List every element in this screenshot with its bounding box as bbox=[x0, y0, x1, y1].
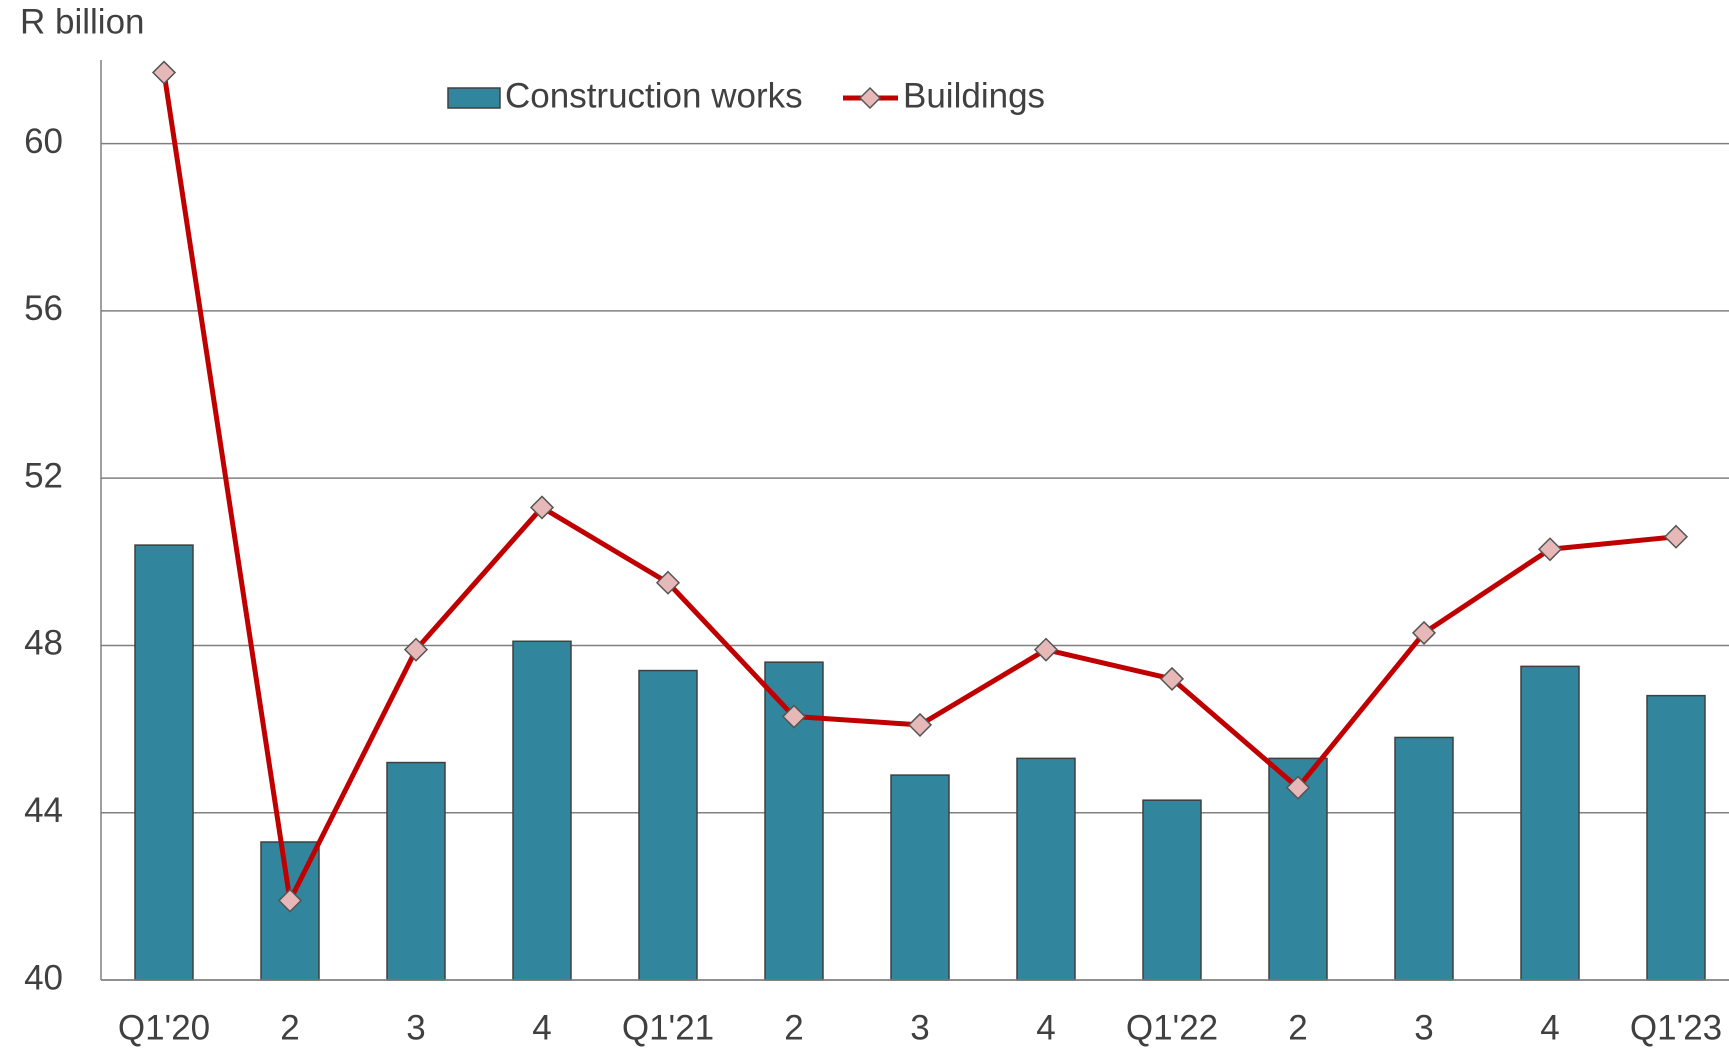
x-tick-label: 2 bbox=[1288, 1008, 1307, 1047]
legend-label: Construction works bbox=[505, 76, 803, 115]
bar bbox=[890, 774, 950, 981]
y-tick-label: 48 bbox=[24, 624, 63, 663]
x-tick-label: 2 bbox=[280, 1008, 299, 1047]
marker bbox=[277, 888, 303, 913]
x-tick-label: Q1'21 bbox=[622, 1008, 714, 1047]
bar bbox=[1646, 694, 1706, 981]
marker bbox=[529, 495, 555, 520]
marker bbox=[1411, 620, 1437, 645]
bar bbox=[386, 761, 446, 981]
legend-marker bbox=[858, 86, 882, 110]
y-tick-label: 52 bbox=[24, 456, 63, 495]
legend-swatch bbox=[447, 87, 501, 109]
marker bbox=[907, 712, 933, 737]
y-tick-label: 40 bbox=[24, 958, 63, 997]
bar bbox=[638, 669, 698, 981]
y-tick-label: 56 bbox=[24, 289, 63, 328]
marker bbox=[151, 60, 177, 85]
bar bbox=[1520, 665, 1580, 981]
x-tick-label: 4 bbox=[1036, 1008, 1055, 1047]
x-tick-label: 3 bbox=[1414, 1008, 1433, 1047]
marker bbox=[403, 637, 429, 662]
y-tick-label: 44 bbox=[24, 791, 63, 830]
x-tick-label: 4 bbox=[1540, 1008, 1559, 1047]
marker bbox=[781, 704, 807, 729]
x-tick-label: Q1'22 bbox=[1126, 1008, 1218, 1047]
marker bbox=[1159, 666, 1185, 691]
marker bbox=[655, 570, 681, 595]
x-tick-label: 4 bbox=[532, 1008, 551, 1047]
marker bbox=[1033, 637, 1059, 662]
bar bbox=[134, 544, 194, 981]
marker bbox=[1285, 775, 1311, 800]
marker bbox=[1663, 524, 1689, 549]
legend-label: Buildings bbox=[903, 76, 1045, 115]
marker bbox=[1537, 537, 1563, 562]
x-tick-label: 3 bbox=[406, 1008, 425, 1047]
x-tick-label: Q1'20 bbox=[118, 1008, 210, 1047]
x-tick-label: 3 bbox=[910, 1008, 929, 1047]
y-axis-label: R billion bbox=[20, 2, 145, 41]
x-tick-label: 2 bbox=[784, 1008, 803, 1047]
bar bbox=[512, 640, 572, 981]
bar bbox=[1016, 757, 1076, 981]
bar bbox=[1394, 736, 1454, 981]
y-tick-label: 60 bbox=[24, 122, 63, 161]
bar bbox=[1142, 799, 1202, 981]
x-tick-label: Q1'23 bbox=[1630, 1008, 1722, 1047]
